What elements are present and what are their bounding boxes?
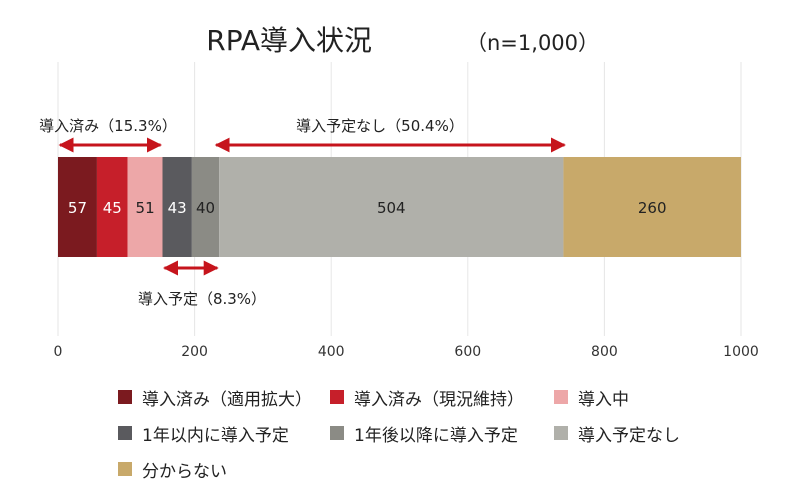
bar-segment (127, 157, 163, 257)
stacked-bar: 57 45 51 43 40 504 260 (58, 157, 741, 257)
legend-swatch (330, 390, 344, 404)
x-axis-ticks: 0 200 400 600 800 1000 (54, 344, 759, 360)
legend-item: 分からない (118, 458, 330, 482)
legend-item: 1年後以降に導入予定 (330, 422, 554, 446)
annotation-label: 導入予定なし（50.4%） (296, 117, 464, 135)
annotation-label: 導入予定（8.3%） (138, 290, 266, 308)
legend-label: 導入済み（現況維持） (354, 389, 524, 410)
legend-swatch (554, 390, 568, 404)
legend-label: 分からない (142, 461, 227, 482)
bar-segment (58, 157, 97, 257)
legend-item: 導入済み（適用拡大） (118, 386, 330, 410)
legend-swatch (118, 390, 132, 404)
legend-item: 導入済み（現況維持） (330, 386, 554, 410)
chart-title: RPA導入状況 (206, 24, 372, 57)
bar-segment (96, 157, 128, 257)
bar-segment (219, 157, 564, 257)
legend-label: 導入済み（適用拡大） (142, 389, 312, 410)
legend-swatch (554, 426, 568, 440)
x-tick-label: 0 (54, 344, 63, 360)
x-tick-label: 400 (318, 344, 345, 360)
legend-label: 導入中 (578, 389, 629, 410)
data-label: 43 (168, 199, 187, 217)
legend-label: 1年後以降に導入予定 (354, 425, 518, 446)
data-label: 57 (68, 199, 87, 217)
bar-segment (191, 157, 220, 257)
legend-swatch (330, 426, 344, 440)
x-tick-label: 800 (591, 344, 618, 360)
x-tick-label: 200 (181, 344, 208, 360)
data-label: 260 (638, 199, 667, 217)
legend-item: 導入中 (554, 386, 754, 410)
annotation-label: 導入済み（15.3%） (39, 117, 177, 135)
bar-segment (162, 157, 192, 257)
annotations: 導入済み（15.3%） 導入予定なし（50.4%） 導入予定（8.3%） (39, 117, 566, 308)
legend: 導入済み（適用拡大） 導入済み（現況維持） 導入中 1年以内に導入予定 1年後以降に導入… (118, 386, 778, 482)
legend-swatch (118, 462, 132, 476)
data-label: 40 (196, 199, 215, 217)
bar-segment (563, 157, 741, 257)
legend-item: 1年以内に導入予定 (118, 422, 330, 446)
data-label: 45 (103, 199, 122, 217)
legend-swatch (118, 426, 132, 440)
data-label: 51 (136, 199, 155, 217)
data-label: 504 (377, 199, 406, 217)
x-tick-label: 600 (454, 344, 481, 360)
legend-item: 導入予定なし (554, 422, 754, 446)
legend-label: 1年以内に導入予定 (142, 425, 289, 446)
x-tick-label: 1000 (723, 344, 759, 360)
legend-label: 導入予定なし (578, 425, 680, 446)
chart-subtitle: （n=1,000） (466, 31, 599, 55)
